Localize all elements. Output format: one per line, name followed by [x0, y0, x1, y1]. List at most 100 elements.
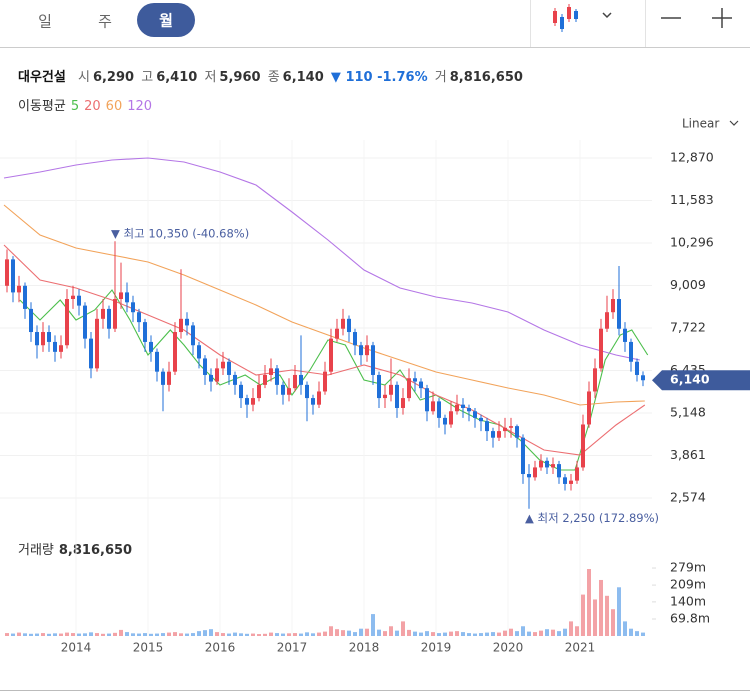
change: ▼ 110 -1.76%: [331, 70, 428, 85]
y-tick-label: 2,574: [670, 490, 706, 505]
candle-body: [527, 474, 531, 478]
ma-legend-item: 5: [71, 99, 79, 114]
y-tick-label: 7,722: [670, 319, 706, 334]
candle-body: [365, 345, 369, 356]
volume-bar: [521, 626, 525, 636]
volume-bar: [89, 632, 93, 636]
candle-body: [269, 368, 273, 375]
volume-bar: [485, 632, 489, 636]
candle-body: [119, 292, 123, 300]
volume-label: 거: [435, 70, 447, 85]
y-tick-label: 9,009: [670, 277, 706, 292]
volume-bar: [185, 633, 189, 636]
x-tick-label: 2014: [61, 641, 92, 655]
volume-bar: [77, 633, 81, 636]
candle-body: [221, 361, 225, 369]
candle-body: [413, 378, 417, 382]
candle-body: [563, 477, 567, 484]
candle-body: [599, 328, 603, 369]
candle-body: [5, 259, 9, 286]
candle-body: [11, 259, 15, 293]
candle-body: [173, 332, 177, 372]
volume-bar: [473, 633, 477, 636]
candle-body: [83, 305, 87, 339]
volume-bar: [95, 633, 99, 636]
candle-body: [89, 338, 93, 369]
volume-bar: [167, 632, 171, 636]
volume-bar: [197, 631, 201, 636]
tab-month[interactable]: 월: [159, 12, 173, 30]
candle-body: [629, 341, 633, 362]
candle-body: [71, 295, 75, 300]
tab-day[interactable]: 일: [38, 13, 52, 31]
volume-bar: [269, 632, 273, 636]
volume-bar: [29, 633, 33, 636]
volume-bar: [395, 630, 399, 636]
tab-week[interactable]: 주: [98, 13, 112, 31]
candle-body: [623, 328, 627, 342]
x-tick-label: 2019: [421, 641, 452, 655]
volume-bar: [173, 632, 177, 636]
candle-body: [161, 371, 165, 385]
volume-bar: [239, 633, 243, 636]
volume-bar: [149, 633, 153, 636]
volume-bar: [287, 633, 291, 636]
candle-body: [509, 426, 513, 428]
candle-body: [137, 312, 141, 323]
volume-bar: [443, 632, 447, 636]
candle-body: [245, 398, 249, 405]
volume-bar: [131, 633, 135, 636]
chart-type-icon[interactable]: [553, 4, 578, 32]
volume-bar: [143, 633, 147, 636]
volume-total: 8,816,650: [59, 543, 132, 558]
volume-bar: [113, 632, 117, 636]
volume-bar: [23, 633, 27, 636]
candle-body: [209, 374, 213, 382]
volume-bar: [533, 632, 537, 636]
y-tick-label: 3,861: [670, 447, 706, 462]
tab-pill[interactable]: [137, 3, 195, 37]
candle-body: [179, 318, 183, 333]
moving-average-line: [19, 289, 649, 471]
scale-button[interactable]: Linear: [682, 117, 719, 131]
x-tick-label: 2020: [493, 641, 524, 655]
volume-bar: [251, 633, 255, 636]
x-tick-label: 2016: [205, 641, 236, 655]
volume-bar: [203, 630, 207, 636]
volume-bar: [335, 629, 339, 636]
candle-body: [29, 308, 33, 333]
volume-bar: [83, 633, 87, 636]
candle-body: [47, 332, 51, 342]
moving-average-line: [3, 204, 645, 406]
candle-body: [593, 368, 597, 392]
candle-body: [425, 388, 429, 412]
stock-name: 대우건설: [18, 69, 66, 85]
open-label: 시: [78, 70, 90, 85]
candle-body: [401, 398, 405, 408]
volume-bar: [59, 633, 63, 636]
candle-body: [203, 358, 207, 375]
candle-body: [329, 338, 333, 372]
volume-bar: [569, 621, 573, 636]
candle-body: [575, 467, 579, 481]
ma-legend-item: 20: [84, 99, 101, 114]
volume-bar: [191, 633, 195, 636]
volume-bar: [413, 631, 417, 636]
candle-body: [17, 285, 21, 293]
volume-bar: [527, 631, 531, 636]
high-value: 6,410: [156, 70, 197, 85]
chevron[interactable]: [602, 12, 612, 19]
volume-bar: [425, 631, 429, 636]
candle-body: [113, 299, 117, 329]
zoom-in[interactable]: [712, 8, 732, 28]
volume-bar: [263, 633, 267, 636]
volume-bar: [41, 633, 45, 636]
high-label: 고: [141, 70, 153, 85]
candle-body: [617, 299, 621, 329]
candle-body: [233, 374, 237, 385]
y-tick-label: 12,870: [670, 149, 714, 164]
scale-chevron[interactable]: [729, 120, 739, 126]
candle-body: [197, 345, 201, 359]
volume-bar: [479, 633, 483, 636]
candle-body: [545, 460, 549, 468]
